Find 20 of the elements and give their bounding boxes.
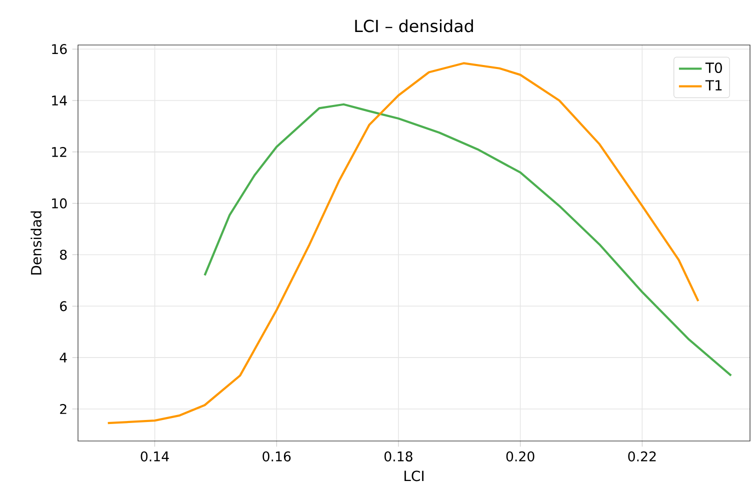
line-series (106, 62, 700, 424)
legend-label: T1 (705, 80, 722, 90)
x-tick-label: 0.20 (506, 451, 534, 462)
y-axis-title: Densidad (30, 211, 42, 275)
legend-label: T0 (705, 62, 722, 74)
y-tick-label: 14 (52, 96, 67, 106)
y-tick-label: 16 (52, 44, 67, 54)
y-tick-label: 2 (60, 404, 66, 414)
x-tick-label: 0.18 (384, 451, 412, 462)
y-tick-label: 4 (60, 352, 67, 362)
line-series (204, 103, 732, 377)
x-axis-title: LCI (404, 470, 424, 482)
y-tick-label: 10 (52, 198, 67, 208)
x-tick-label: 0.14 (140, 451, 169, 462)
x-tick-label: 0.16 (262, 451, 291, 462)
x-tick-label: 0.22 (628, 451, 656, 462)
y-tick-label: 8 (60, 250, 67, 260)
y-tick-label: 12 (52, 146, 66, 157)
y-tick-label: 6 (60, 301, 67, 312)
chart-title: LCI – densidad (355, 19, 473, 32)
